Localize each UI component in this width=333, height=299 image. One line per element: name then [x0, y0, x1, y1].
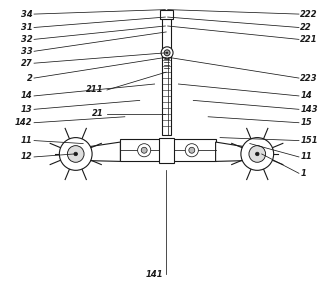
Text: 34: 34: [21, 10, 33, 19]
Circle shape: [241, 138, 274, 170]
Circle shape: [255, 152, 259, 156]
Bar: [159, 138, 174, 163]
Text: 33: 33: [21, 47, 33, 56]
Text: 1: 1: [300, 169, 306, 178]
Text: 211: 211: [86, 86, 104, 94]
Circle shape: [67, 146, 84, 162]
Text: 12: 12: [21, 152, 33, 161]
Text: 151: 151: [300, 136, 318, 145]
Text: 222: 222: [300, 10, 318, 19]
Text: 223: 223: [300, 74, 318, 83]
Text: 11: 11: [300, 152, 312, 161]
Circle shape: [164, 50, 170, 56]
Bar: [160, 10, 173, 19]
Text: 27: 27: [21, 59, 33, 68]
Circle shape: [141, 147, 147, 153]
Circle shape: [161, 47, 173, 59]
Text: 22: 22: [300, 23, 312, 32]
Text: 14: 14: [300, 91, 312, 100]
Text: 2: 2: [27, 74, 33, 83]
Circle shape: [74, 152, 78, 156]
Text: 15: 15: [300, 118, 312, 127]
Text: 14: 14: [21, 91, 33, 100]
Text: 221: 221: [300, 35, 318, 44]
Circle shape: [166, 52, 168, 54]
Bar: [162, 10, 171, 135]
Circle shape: [185, 144, 198, 157]
Polygon shape: [84, 142, 120, 161]
Text: 142: 142: [15, 118, 33, 127]
Bar: [120, 139, 215, 161]
Text: 11: 11: [21, 136, 33, 145]
Circle shape: [138, 144, 151, 157]
Text: 143: 143: [300, 105, 318, 114]
Text: 32: 32: [21, 35, 33, 44]
Circle shape: [249, 146, 266, 162]
Text: 21: 21: [92, 109, 104, 118]
Text: 31: 31: [21, 23, 33, 32]
Text: 141: 141: [146, 270, 164, 279]
Circle shape: [189, 147, 195, 153]
Polygon shape: [215, 142, 249, 161]
Circle shape: [59, 138, 92, 170]
Text: 13: 13: [21, 105, 33, 114]
